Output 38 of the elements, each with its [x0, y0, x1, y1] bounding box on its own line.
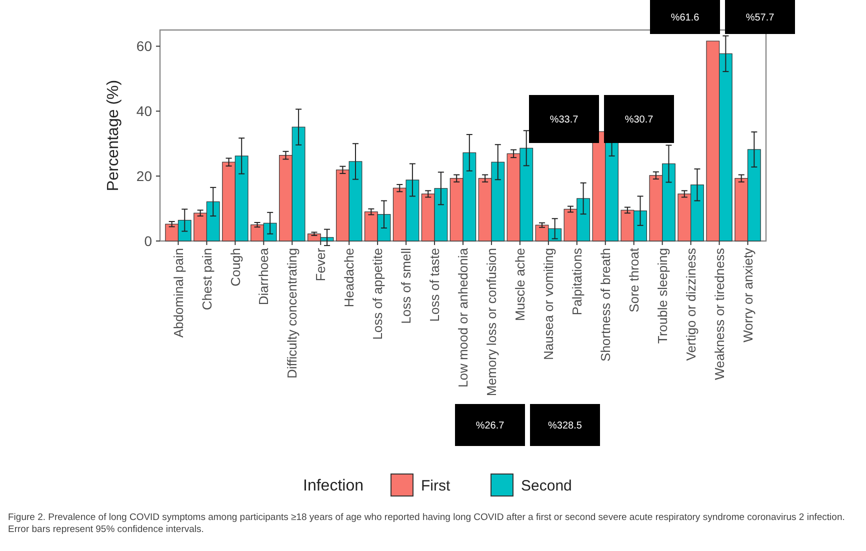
x-tick-label: Muscle ache [512, 248, 528, 321]
y-tick-label: 60 [136, 38, 152, 54]
note-box: %30.7 [604, 95, 674, 143]
note-box: %57.7 [725, 0, 795, 34]
annotation: %30.7 [624, 114, 654, 126]
legend-title: Infection [303, 478, 364, 495]
x-tick-label: Weakness or tiredness [712, 248, 727, 380]
annotation: %33.7 [550, 114, 579, 126]
x-tick-label: Diarrhoea [256, 247, 272, 306]
x-tick-label: Sore throat [626, 248, 642, 312]
x-tick-label: Cough [228, 248, 243, 286]
note-box: %33.7 [529, 95, 599, 143]
x-tick-label: Fever [313, 247, 328, 282]
x-tick-label: Low mood or anhedonia [456, 247, 471, 388]
x-tick-label: Difficulty concentrating [284, 248, 300, 379]
note-box: %61.6 [650, 0, 720, 34]
x-tick-label: Loss of appetite [370, 248, 386, 340]
caption: Figure 2. Prevalence of long COVID symptoms among participants ≥18 years of age who reported having long COVID after a first or second severe acute respiratory syndrome coronavirus 2 infection. Error bars represent 95% confidence intervals. [8, 512, 846, 536]
note-box: %26.7 [455, 404, 525, 446]
x-tick-label: Memory loss or confusion [484, 248, 500, 396]
x-tick-label: Palpitations [569, 248, 584, 316]
x-tick-label: Trouble sleeping [654, 248, 670, 344]
x-tick-label: Vertigo or dizziness [683, 248, 698, 361]
x-tick-label: Nausea or vomiting [540, 248, 556, 360]
legend-label: Second [521, 477, 572, 494]
note-box: %328.5 [530, 404, 600, 446]
x-tick-label: Loss of taste [427, 248, 442, 322]
x-tick-label: Shortness of breath [598, 248, 613, 362]
x-tick-label: Chest pain [199, 248, 214, 310]
y-tick-label: 0 [144, 232, 152, 249]
x-tick-label: Abdominal pain [170, 248, 186, 338]
x-tick-label: Headache [342, 248, 357, 308]
legend-label: First [421, 477, 451, 494]
y-axis-title: Percentage (%) [105, 80, 122, 192]
x-tick-label: Worry or anxiety [740, 248, 756, 342]
y-tick-label: 40 [136, 103, 152, 120]
y-tick-label: 20 [136, 168, 152, 184]
x-tick-label: Loss of smell [398, 248, 414, 324]
